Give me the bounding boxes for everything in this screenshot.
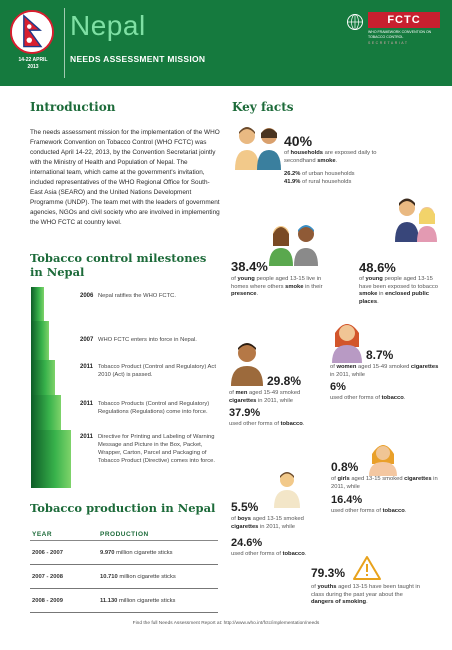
milestones-heading: Tobacco control milestones in Nepal	[30, 251, 207, 279]
fact-men-value: 29.8%	[267, 374, 302, 388]
fact-youth-home-text: of young people aged 13-15 live in homes…	[231, 276, 323, 297]
row-production: 10.710 million cigarette sticks	[100, 574, 176, 580]
man-icon	[231, 343, 263, 386]
milestone-year: 2011	[80, 434, 94, 440]
fctc-logo: FCTC	[368, 12, 440, 28]
boy-icon	[274, 472, 300, 508]
production-table: YEAR PRODUCTION 2006 - 2007 9.970 millio…	[30, 527, 218, 613]
table-row: 2007 - 2008 10.710 million cigarette sti…	[30, 565, 218, 589]
fact-youth-public-text: of young people aged 13-15 have been exp…	[359, 276, 438, 305]
woman-icon	[332, 324, 362, 363]
fact-men-other-value: 37.9%	[229, 407, 261, 419]
row-production: 11.130 million cigarette sticks	[100, 598, 176, 604]
milestone-text: Tobacco Product (Control and Regulatory)…	[98, 364, 216, 378]
page-subtitle: NEEDS ASSESSMENT MISSION	[70, 54, 206, 64]
fact-boys-other-text: used other forms of tobacco.	[231, 551, 307, 557]
fact-boys-value: 5.5%	[231, 500, 259, 514]
mission-date: 14-22 APRIL	[18, 57, 48, 63]
fact-youths-taught-value: 79.3%	[311, 566, 346, 580]
fact-girls-value: 0.8%	[331, 460, 359, 474]
production-column-header: PRODUCTION	[100, 531, 149, 538]
who-globe-icon	[347, 14, 363, 30]
mission-year: 2013	[27, 64, 39, 70]
keyfacts-heading: Key facts	[232, 100, 294, 114]
fact-youth-public-value: 48.6%	[359, 260, 396, 275]
milestone-year: 2007	[80, 337, 94, 343]
fact-households-value: 40%	[284, 133, 313, 149]
intro-paragraph: The needs assessment mission for the imp…	[30, 129, 220, 226]
fact-youth-home-value: 38.4%	[231, 259, 268, 274]
fact-girls-text: of girls aged 13-15 smoked cigarettes in…	[331, 476, 438, 490]
fact-women-other-value: 6%	[330, 381, 346, 393]
fact-women-value: 8.7%	[366, 348, 394, 362]
fctc-secretariat: SECRETARIAT	[368, 41, 409, 45]
family-icon	[235, 127, 281, 170]
milestone-bar	[31, 430, 71, 488]
milestone-year: 2006	[80, 293, 94, 299]
milestone-text: Nepal ratifies the WHO FCTC.	[98, 293, 176, 299]
row-year: 2008 - 2009	[32, 598, 63, 604]
fact-men-text: of men aged 15-49 smoked cigarettes in 2…	[229, 390, 301, 404]
page-title: Nepal	[70, 10, 146, 41]
intro-heading: Introduction	[30, 100, 116, 114]
fact-boys-other-value: 24.6%	[231, 537, 263, 549]
fact-girls-other-value: 16.4%	[331, 494, 363, 506]
fact-households-text: of households are exposed daily to secon…	[284, 150, 377, 164]
row-production: 9.970 million cigarette sticks	[100, 550, 173, 556]
milestone-text: Directive for Printing and Labeling of W…	[98, 434, 215, 464]
fact-women-text: of women aged 15-49 smoked cigarettes in…	[330, 364, 439, 378]
table-row: 2008 - 2009 11.130 million cigarette sti…	[30, 589, 218, 613]
milestone-year: 2011	[80, 401, 94, 407]
milestone-text: Tobacco Products (Control and Regulatory…	[98, 401, 210, 415]
table-row: 2006 - 2007 9.970 million cigarette stic…	[30, 541, 218, 565]
nepal-flag-icon	[10, 10, 54, 54]
footer-report-link[interactable]: Find the full Needs Assessment Report at…	[132, 621, 320, 626]
warning-icon	[353, 556, 381, 580]
fctc-subtitle: WHO FRAMEWORK CONVENTION ON TOBACCO CONT…	[368, 30, 432, 39]
fact-rural: 41.9% of rural households	[284, 179, 352, 185]
milestone-text: WHO FCTC enters into force in Nepal.	[98, 337, 197, 343]
fact-urban: 26.2% of urban households	[284, 171, 355, 177]
row-year: 2007 - 2008	[32, 574, 63, 580]
fact-men-other-text: used other forms of tobacco.	[229, 421, 305, 427]
year-column-header: YEAR	[32, 531, 53, 538]
header-divider	[64, 8, 65, 78]
table-header: YEAR PRODUCTION	[30, 527, 218, 541]
fact-girls-other-text: used other forms of tobacco.	[331, 508, 407, 514]
production-heading: Tobacco production in Nepal	[30, 501, 216, 515]
youth-home-icon	[269, 225, 318, 266]
row-year: 2006 - 2007	[32, 550, 63, 556]
fact-youths-taught-text: of youths aged 13-15 have been taught in…	[311, 584, 420, 605]
fact-women-other-text: used other forms of tobacco.	[330, 395, 406, 401]
youth-pair-icon	[395, 198, 437, 242]
fact-boys-text: of boys aged 13-15 smoked cigarettes in …	[231, 516, 304, 530]
milestone-year: 2011	[80, 364, 94, 370]
girl-icon	[369, 445, 397, 476]
header-banner: 14-22 APRIL 2013 Nepal NEEDS ASSESSMENT …	[0, 0, 452, 86]
